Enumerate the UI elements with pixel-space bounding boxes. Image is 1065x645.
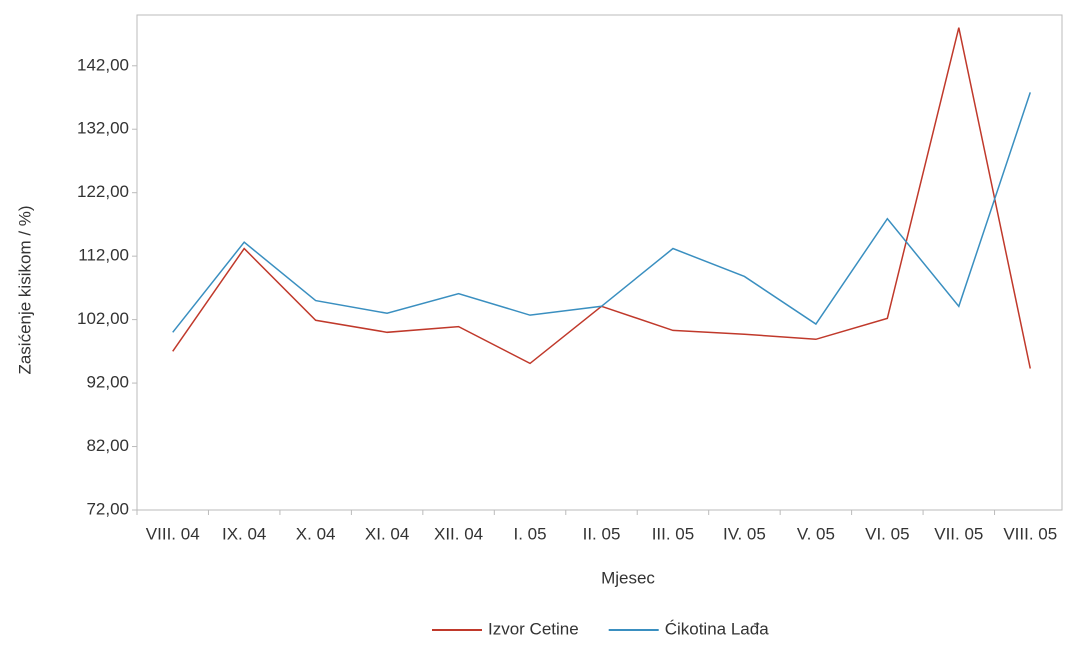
y-tick-label: 102,00 bbox=[77, 309, 129, 328]
y-tick-label: 72,00 bbox=[86, 499, 129, 518]
x-tick-label: III. 05 bbox=[652, 524, 695, 543]
y-tick-label: 92,00 bbox=[86, 373, 129, 392]
x-tick-label: VI. 05 bbox=[865, 524, 909, 543]
x-tick-label: V. 05 bbox=[797, 524, 835, 543]
y-tick-label: 132,00 bbox=[77, 119, 129, 138]
data-line bbox=[172, 27, 1032, 369]
plot-frame bbox=[136, 14, 1063, 511]
x-tick-label: II. 05 bbox=[583, 524, 621, 543]
y-tick-label: 122,00 bbox=[77, 182, 129, 201]
y-tick-label: 112,00 bbox=[78, 246, 129, 265]
legend-label: Izvor Cetine bbox=[488, 619, 579, 638]
x-tick-label: X. 04 bbox=[296, 524, 336, 543]
x-tick-label: I. 05 bbox=[513, 524, 546, 543]
y-tick-label: 82,00 bbox=[86, 436, 129, 455]
x-tick-label: VIII. 05 bbox=[1003, 524, 1057, 543]
legend-label: Ćikotina Lađa bbox=[665, 619, 770, 638]
data-line bbox=[172, 92, 1031, 333]
y-tick-label: 142,00 bbox=[77, 55, 129, 74]
x-tick-label: VII. 05 bbox=[934, 524, 983, 543]
x-tick-label: XI. 04 bbox=[365, 524, 409, 543]
y-axis-title: Zasićenje kisikom / %) bbox=[15, 205, 34, 374]
x-tick-label: IV. 05 bbox=[723, 524, 766, 543]
x-tick-label: IX. 04 bbox=[222, 524, 266, 543]
x-tick-label: VIII. 04 bbox=[146, 524, 200, 543]
x-tick-label: XII. 04 bbox=[434, 524, 483, 543]
x-axis-title: Mjesec bbox=[601, 568, 655, 587]
